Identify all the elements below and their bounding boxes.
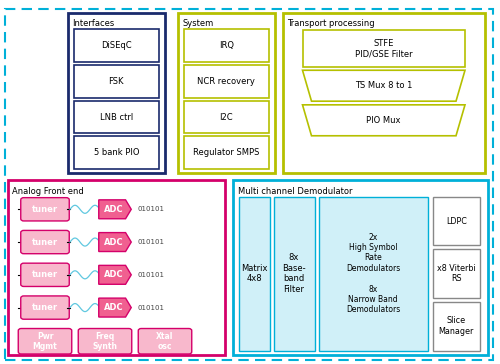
Bar: [238, 197, 270, 351]
Text: System: System: [182, 19, 214, 28]
Bar: [318, 197, 428, 351]
FancyBboxPatch shape: [20, 263, 69, 286]
FancyBboxPatch shape: [138, 328, 192, 354]
Text: TS Mux 8 to 1: TS Mux 8 to 1: [355, 81, 412, 90]
Text: tuner: tuner: [32, 270, 58, 279]
Text: Pwr
Mgmt: Pwr Mgmt: [32, 332, 58, 351]
Bar: [432, 302, 480, 351]
FancyBboxPatch shape: [18, 328, 72, 354]
Bar: [432, 197, 480, 245]
Text: 8x
Base-
band
Filter: 8x Base- band Filter: [282, 253, 306, 294]
Bar: [184, 136, 269, 169]
Text: 010101: 010101: [138, 206, 164, 212]
Bar: [68, 13, 165, 173]
Bar: [282, 13, 485, 173]
Text: LDPC: LDPC: [446, 217, 466, 226]
Text: IRQ: IRQ: [219, 41, 234, 50]
Text: DiSEqC: DiSEqC: [101, 41, 132, 50]
Bar: [74, 65, 159, 98]
Text: tuner: tuner: [32, 238, 58, 246]
Text: Analog Front end: Analog Front end: [12, 187, 84, 196]
Text: Interfaces: Interfaces: [72, 19, 115, 28]
Polygon shape: [302, 70, 465, 101]
Text: ADC: ADC: [104, 205, 124, 214]
FancyBboxPatch shape: [78, 328, 132, 354]
Bar: [274, 197, 314, 351]
Text: ADC: ADC: [104, 303, 124, 312]
Text: Multi channel Demodulator: Multi channel Demodulator: [238, 187, 352, 196]
Text: 010101: 010101: [138, 305, 164, 310]
Polygon shape: [98, 298, 131, 317]
Bar: [184, 65, 269, 98]
Bar: [184, 29, 269, 62]
Bar: [302, 30, 465, 67]
Text: PIO Mux: PIO Mux: [366, 116, 401, 125]
Text: ADC: ADC: [104, 270, 124, 279]
Text: Transport processing: Transport processing: [288, 19, 375, 28]
Polygon shape: [98, 200, 131, 219]
Bar: [8, 180, 225, 355]
Text: STFE
PID/GSE Filter: STFE PID/GSE Filter: [355, 39, 412, 58]
Text: x8 Viterbi
RS: x8 Viterbi RS: [437, 264, 476, 283]
Bar: [184, 100, 269, 134]
FancyBboxPatch shape: [20, 296, 69, 319]
Text: Freq
Synth: Freq Synth: [92, 332, 118, 351]
Bar: [74, 100, 159, 134]
FancyBboxPatch shape: [20, 230, 69, 254]
Text: Matrix
4x8: Matrix 4x8: [241, 264, 267, 283]
Bar: [232, 180, 488, 355]
Text: tuner: tuner: [32, 303, 58, 312]
Text: 010101: 010101: [138, 272, 164, 278]
Text: Regulator SMPS: Regulator SMPS: [193, 149, 260, 157]
Text: ADC: ADC: [104, 238, 124, 246]
Bar: [74, 29, 159, 62]
Polygon shape: [98, 233, 131, 252]
Text: Xtal
osc: Xtal osc: [156, 332, 174, 351]
Text: 2x
High Symbol
Rate
Demodulators

8x
Narrow Band
Demodulators: 2x High Symbol Rate Demodulators 8x Narr…: [346, 233, 400, 314]
Bar: [432, 249, 480, 298]
Bar: [178, 13, 275, 173]
Text: tuner: tuner: [32, 205, 58, 214]
Text: FSK: FSK: [108, 77, 124, 86]
FancyBboxPatch shape: [20, 198, 69, 221]
Bar: [74, 136, 159, 169]
Polygon shape: [98, 265, 131, 284]
Text: NCR recovery: NCR recovery: [198, 77, 255, 86]
Text: I2C: I2C: [220, 112, 233, 122]
Text: LNB ctrl: LNB ctrl: [100, 112, 133, 122]
Text: 5 bank PIO: 5 bank PIO: [94, 149, 139, 157]
Text: Slice
Manager: Slice Manager: [438, 316, 474, 336]
Polygon shape: [302, 105, 465, 136]
Text: 010101: 010101: [138, 239, 164, 245]
